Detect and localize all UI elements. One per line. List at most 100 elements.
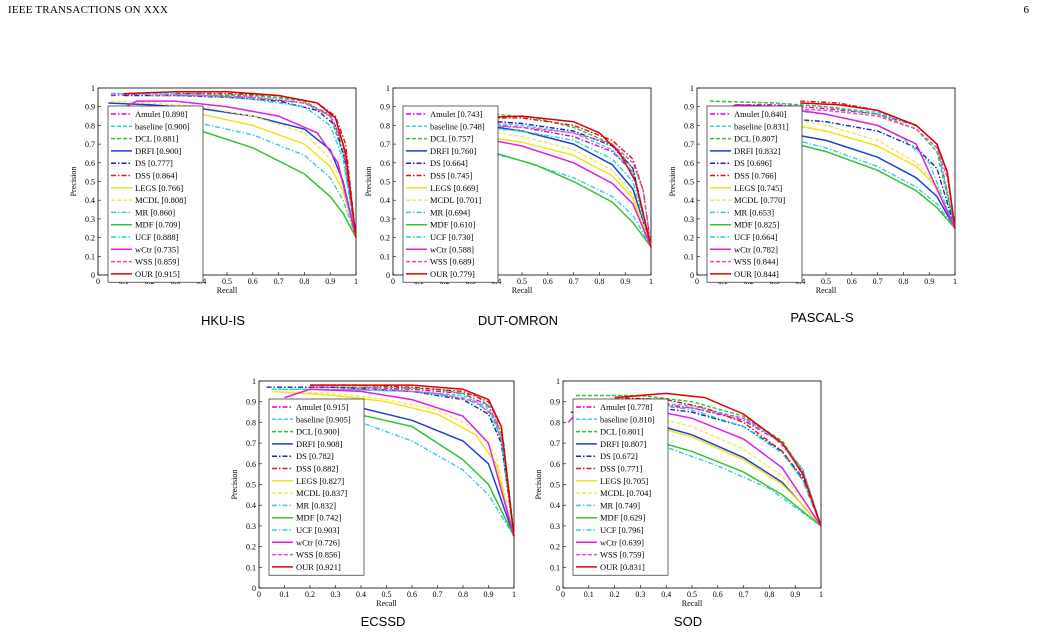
x-tick-label: 0.2 [610,590,620,599]
series-line [284,388,515,537]
y-tick-label: 0.1 [550,563,560,572]
legend-label: Amulet [0.898] [135,109,188,119]
legend-label: baseline [0.831] [734,121,789,131]
series-line [800,102,956,229]
series-line [149,94,357,238]
y-tick-label: 0.4 [380,196,390,205]
caption-dut-omron: DUT-OMRON [477,313,559,328]
x-tick-label: 0.1 [280,590,290,599]
legend-label: MR [0.694] [430,207,470,217]
legend-label: wCtr [0.726] [296,537,340,547]
y-tick-label: 0.8 [85,121,95,130]
series-line [201,94,357,238]
y-tick-label: 1 [252,377,256,386]
series-line [110,100,357,238]
series-line [418,139,652,248]
x-tick-label: 0.9 [924,277,934,286]
x-tick-label: 0.3 [635,590,645,599]
x-tick-label: 0.5 [517,277,527,286]
caption-pascal-s: PASCAL-S [790,310,854,325]
x-tick-label: 0.6 [847,277,857,286]
legend-label: UCF [0.903] [296,525,340,535]
x-axis-label: Recall [512,286,533,295]
y-tick-label: 0.7 [684,140,694,149]
legend-label: DCL [0.757] [430,134,474,144]
y-tick-label: 0.3 [246,522,256,531]
legend-label: LEGS [0.745] [734,183,782,193]
legend-label: OUR [0.844] [734,269,779,279]
x-tick-label: 0.3 [331,590,341,599]
legend-label: LEGS [0.705] [600,476,648,486]
series-line [271,413,515,537]
legend-label: MDF [0.629] [600,513,646,523]
y-axis-label: Precision [69,167,78,197]
series-line [575,394,822,527]
x-tick-label: 0.5 [687,590,697,599]
x-tick-label: 0.6 [543,277,553,286]
series-line [271,390,515,537]
legend-label: MR [0.860] [135,207,175,217]
legend-label: DRFI [0.832] [734,146,780,156]
legend-label: WSS [0.844] [734,257,779,267]
y-tick-label: 0.5 [246,481,256,490]
x-tick-label: 0.4 [356,590,366,599]
y-tick-label: 0.2 [380,234,390,243]
y-tick-label: 0 [556,584,560,593]
x-tick-label: 1 [512,590,516,599]
legend-box [402,105,499,283]
legend-label: DCL [0.807] [734,134,778,144]
legend-label: MCDL [0.704] [600,488,651,498]
y-tick-label: 0.1 [85,252,95,261]
y-tick-label: 0 [91,271,95,280]
y-tick-label: 0.4 [85,196,95,205]
legend-label: DRFI [0.908] [296,439,342,449]
legend-label: DSS [0.766] [734,171,777,181]
legend-label: DS [0.672] [600,451,638,461]
legend-label: baseline [0.900] [135,121,190,131]
legend-label: OUR [0.831] [600,562,645,572]
series-line [470,124,652,247]
legend-label: OUR [0.915] [135,269,180,279]
y-tick-label: 0.7 [246,439,256,448]
y-axis-label: Precision [230,470,239,500]
y-tick-label: 0.6 [246,460,256,469]
legend-label: MCDL [0.770] [734,195,785,205]
legend-box [268,398,365,576]
x-tick-label: 0 [695,277,699,286]
legend-label: DCL [0.881] [135,134,179,144]
legend-label: WSS [0.689] [430,257,475,267]
x-tick-label: 0.6 [248,277,258,286]
x-tick-label: 0.8 [764,590,774,599]
legend-label: DRFI [0.807] [600,439,646,449]
x-tick-label: 0 [257,590,261,599]
y-tick-label: 0.3 [550,522,560,531]
y-axis-label: Precision [668,167,677,197]
series-line [123,94,357,238]
legend-label: LEGS [0.827] [296,476,344,486]
legend-label: wCtr [0.639] [600,537,644,547]
y-tick-label: 0.2 [550,543,560,552]
series-line [118,100,357,238]
y-tick-label: 0.8 [684,121,694,130]
legend-label: UCF [0.664] [734,232,778,242]
legend-label: DS [0.664] [430,158,468,168]
legend-label: MDF [0.709] [135,220,181,230]
y-tick-label: 1 [690,84,694,93]
caption-hku-is: HKU-IS [200,313,246,328]
y-tick-label: 1 [91,84,95,93]
legend-label: DSS [0.882] [296,464,339,474]
x-tick-label: 0.8 [299,277,309,286]
y-tick-label: 0.7 [85,140,95,149]
y-tick-label: 0.2 [246,543,256,552]
x-tick-label: 0.4 [661,590,671,599]
legend-label: DS [0.782] [296,451,334,461]
y-tick-label: 0.5 [380,178,390,187]
y-tick-label: 0.6 [380,159,390,168]
x-tick-label: 0.6 [407,590,417,599]
y-tick-label: 0.3 [85,215,95,224]
series-line [110,115,357,238]
y-tick-label: 0.9 [550,398,560,407]
